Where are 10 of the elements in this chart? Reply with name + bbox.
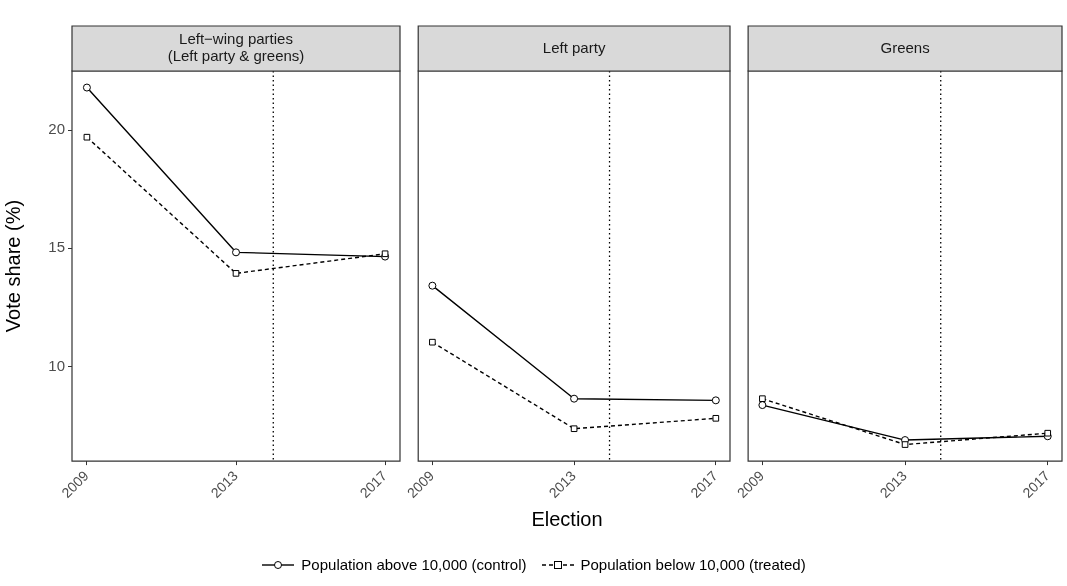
y-axis-title: Vote share (%) [1,199,24,333]
y-tick-label: 15 [48,238,65,256]
legend-label: Population below 10,000 (treated) [580,556,806,573]
y-tick-label: 10 [48,356,65,374]
legend-label: Population above 10,000 (control) [301,556,527,573]
y-tick-label: 20 [48,120,65,138]
chart-title: Left party [542,38,606,56]
chart-title: Greens [880,38,930,56]
chart-title: Left−wing parties (Left party & greens) [167,30,305,65]
x-axis-title: Election [530,508,604,531]
